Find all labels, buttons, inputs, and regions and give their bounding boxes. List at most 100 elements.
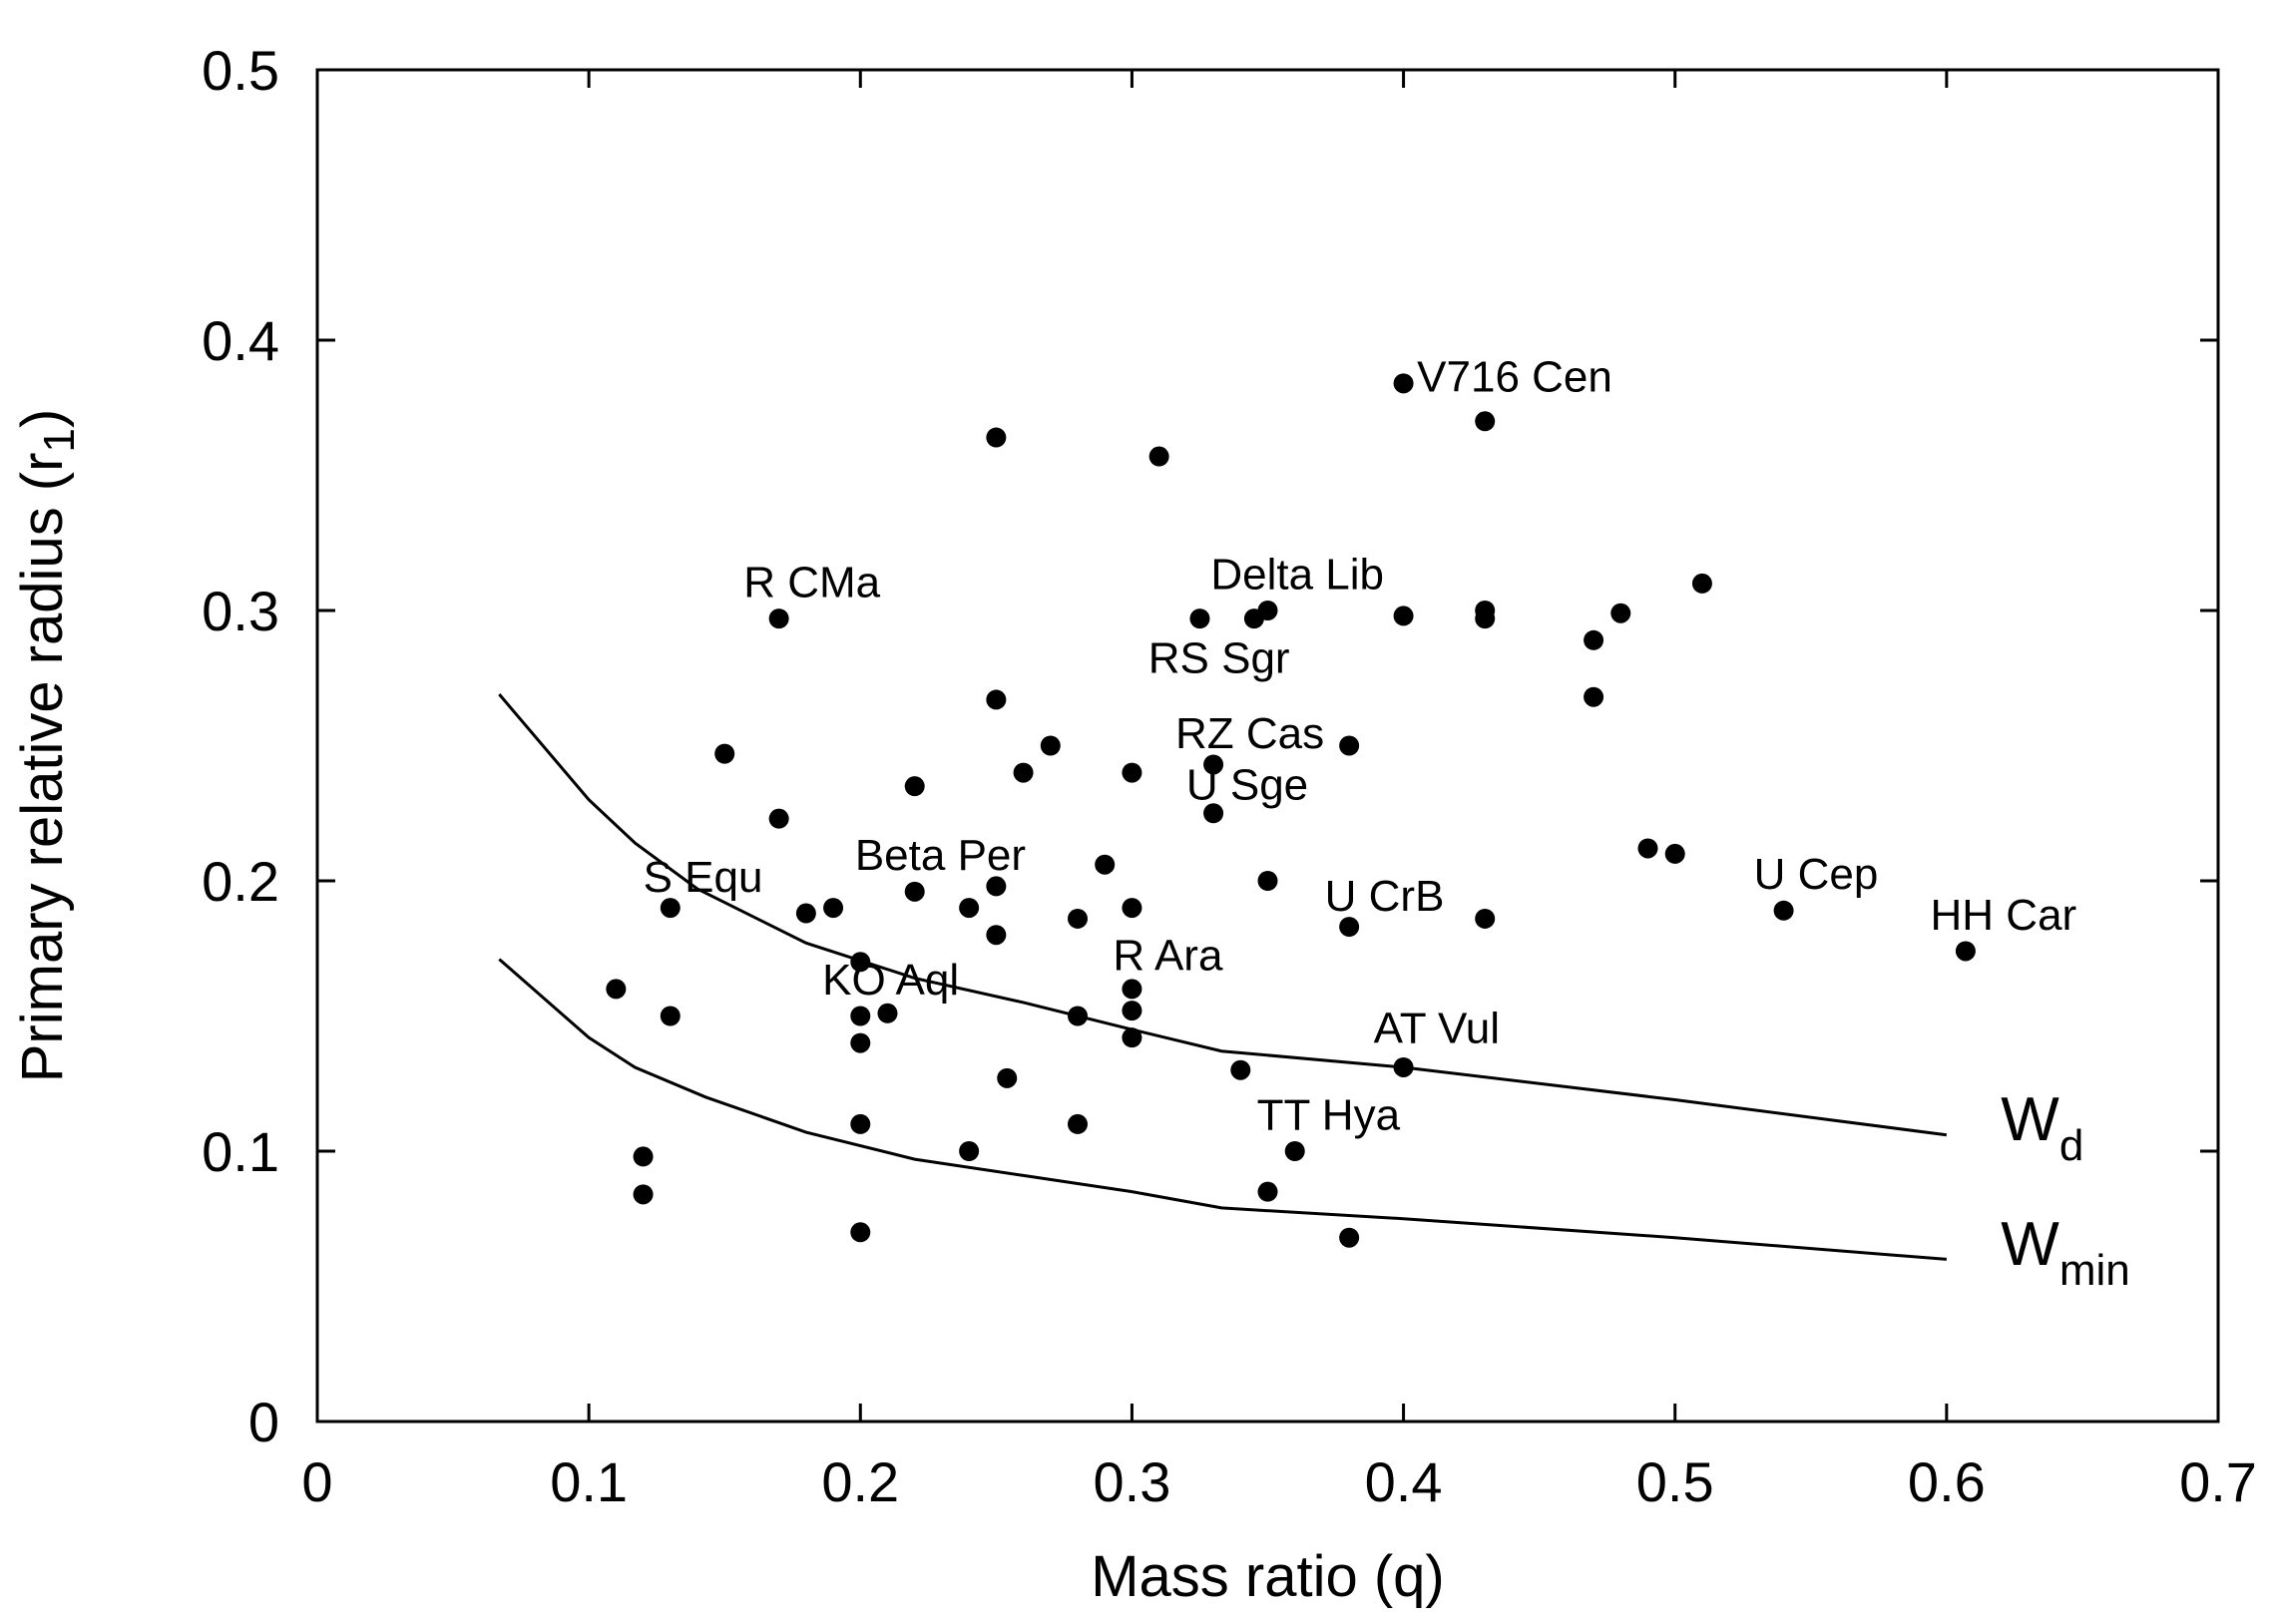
data-point (1955, 941, 1976, 962)
data-point (904, 881, 925, 902)
data-point (1040, 735, 1061, 756)
star-label: TT Hya (1257, 1090, 1401, 1139)
curve-label-main: W (2001, 1210, 2059, 1279)
y-tick-label: 0.1 (202, 1120, 279, 1183)
data-point (606, 979, 627, 1000)
y-axis-title-subscript: 1 (35, 428, 84, 452)
data-point (1393, 1056, 1414, 1077)
y-axis-title-close: ) (10, 409, 75, 428)
data-point (714, 743, 735, 764)
x-tick-label: 0.1 (550, 1450, 628, 1513)
data-point (1122, 762, 1142, 783)
data-point (1189, 609, 1210, 629)
data-point (997, 1067, 1018, 1088)
y-axis-title: Primary relative radius (r1) (10, 409, 84, 1083)
data-point (1691, 573, 1712, 594)
data-point (850, 952, 871, 973)
data-point (1257, 601, 1278, 620)
data-point (1122, 1001, 1142, 1021)
data-point (959, 898, 980, 919)
x-tick-label: 0.6 (1908, 1450, 1986, 1513)
data-point (850, 1222, 871, 1243)
data-point (1393, 606, 1414, 626)
y-tick-label: 0.4 (202, 309, 279, 372)
y-axis-title-main: Primary relative radius (r (10, 453, 75, 1083)
data-point (1637, 838, 1658, 859)
star-label: R CMa (743, 558, 880, 607)
data-point (795, 903, 816, 924)
star-label: V716 Cen (1417, 352, 1612, 401)
data-point (877, 1003, 898, 1023)
curve-label-main: W (2001, 1085, 2059, 1154)
y-tick-label: 0 (248, 1391, 279, 1453)
data-point (1257, 871, 1278, 891)
curve-wd (498, 693, 1948, 1137)
data-point (768, 808, 789, 829)
data-point (959, 1141, 980, 1161)
data-point (1122, 979, 1142, 1000)
data-point (986, 427, 1007, 448)
data-point (823, 898, 844, 919)
star-label: U Cep (1754, 850, 1879, 899)
y-tick-label: 0.2 (202, 850, 279, 913)
data-point (1339, 1227, 1360, 1248)
y-tick-label: 0.3 (202, 580, 279, 642)
star-label: S Equ (644, 853, 763, 902)
x-tick-label: 0.3 (1093, 1450, 1170, 1513)
data-point (1013, 762, 1034, 783)
data-point (850, 1006, 871, 1026)
tick-group: 0 0.1 0.2 0.3 0.4 0.5 0.6 0.7 0 0.1 0.2 0.3 0.4 0.5 (202, 39, 2257, 1513)
data-point (1773, 900, 1794, 921)
data-point (1068, 1113, 1088, 1134)
data-point (1122, 898, 1142, 919)
data-point (1284, 1141, 1305, 1161)
data-point (904, 776, 925, 797)
x-tick-label: 0.5 (1636, 1450, 1714, 1513)
star-label: U Sge (1186, 761, 1308, 810)
data-point (1148, 446, 1169, 467)
data-point (1584, 686, 1604, 707)
data-point (850, 1113, 871, 1134)
data-point (1475, 601, 1496, 620)
data-point (1068, 908, 1088, 929)
y-tick-label: 0.5 (202, 39, 279, 102)
star-label: RS Sgr (1148, 633, 1290, 682)
data-point (986, 925, 1007, 946)
data-point (1095, 854, 1116, 875)
x-tick-label: 0.7 (2179, 1450, 2257, 1513)
data-point (1610, 603, 1631, 623)
data-point (1339, 735, 1360, 756)
data-point (660, 1006, 681, 1026)
data-point (850, 1032, 871, 1053)
data-point (633, 1184, 654, 1205)
curve-label-wd: Wd (2001, 1085, 2083, 1170)
data-point (1230, 1059, 1251, 1080)
data-point (986, 689, 1007, 710)
curve-label-wmin: Wmin (2001, 1210, 2129, 1295)
data-point (1203, 754, 1224, 775)
star-label: R Ara (1113, 931, 1223, 980)
data-point (1664, 843, 1685, 864)
data-point (1122, 1027, 1142, 1048)
curve-label-subscript: min (2059, 1246, 2130, 1295)
data-point (1203, 803, 1224, 824)
star-label: U CrB (1325, 872, 1445, 921)
curve-label-subscript: d (2059, 1121, 2083, 1170)
star-label: Beta Per (855, 831, 1026, 880)
data-point (768, 609, 789, 629)
data-point (633, 1146, 654, 1167)
plot-frame (315, 68, 2220, 1423)
data-point (1475, 908, 1496, 929)
star-label: Delta Lib (1210, 550, 1384, 599)
data-point (1393, 373, 1414, 394)
data-point (986, 876, 1007, 897)
data-point (1584, 629, 1604, 650)
star-label: HH Car (1931, 891, 2077, 940)
data-point (1475, 411, 1496, 432)
x-axis-title: Mass ratio (q) (1091, 1544, 1445, 1609)
x-tick-label: 0.2 (821, 1450, 899, 1513)
data-point (1339, 917, 1360, 938)
